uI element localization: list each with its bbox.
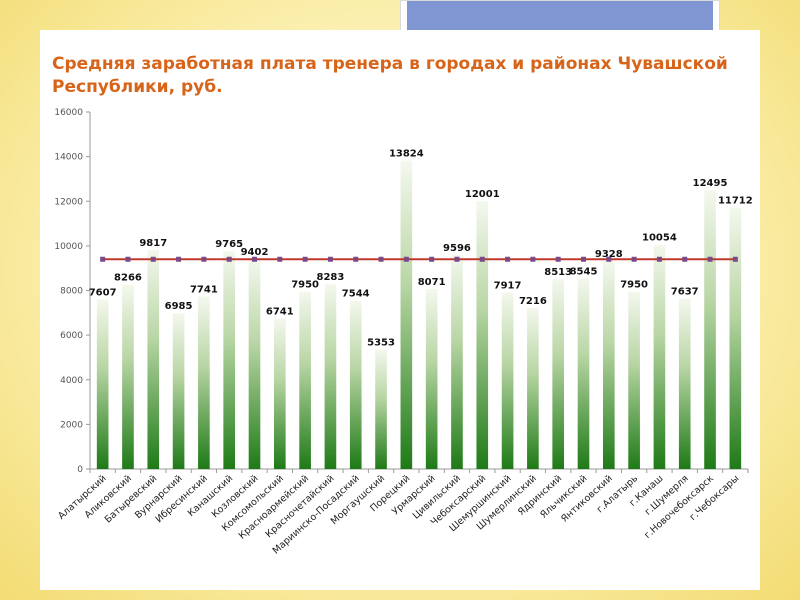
data-label: 7216 xyxy=(519,296,547,307)
data-label: 6985 xyxy=(165,301,193,312)
bar xyxy=(400,160,413,469)
average-marker xyxy=(403,256,409,262)
data-label: 9817 xyxy=(139,238,167,249)
data-label: 9765 xyxy=(215,239,243,250)
data-label: 8071 xyxy=(418,277,446,288)
average-marker xyxy=(226,256,232,262)
data-label: 12001 xyxy=(465,189,500,200)
data-label: 12495 xyxy=(693,178,728,189)
data-label: 7741 xyxy=(190,284,218,295)
bar xyxy=(349,300,362,469)
average-marker xyxy=(606,256,612,262)
bar xyxy=(476,201,489,469)
data-label: 8266 xyxy=(114,273,142,284)
bar xyxy=(577,278,590,469)
bar xyxy=(122,284,134,469)
bar xyxy=(198,296,210,469)
data-label: 11712 xyxy=(718,196,753,207)
bar xyxy=(451,254,463,469)
bar xyxy=(729,207,742,469)
bar xyxy=(248,259,261,469)
bar xyxy=(527,307,539,469)
data-label: 10054 xyxy=(642,233,677,244)
y-tick-label: 12000 xyxy=(54,197,83,207)
average-marker xyxy=(277,256,283,262)
bar xyxy=(223,251,236,469)
average-marker xyxy=(682,256,688,262)
average-marker xyxy=(707,256,713,262)
data-label: 7637 xyxy=(671,287,699,298)
category-labels: АлатырскийАликовскийБатыревскийВурнарски… xyxy=(56,473,741,557)
average-line-group xyxy=(100,256,738,262)
average-marker xyxy=(505,256,511,262)
y-tick-label: 2000 xyxy=(60,420,83,430)
data-label: 7544 xyxy=(342,289,370,300)
y-tick-label: 4000 xyxy=(60,376,83,386)
average-marker xyxy=(656,256,662,262)
y-tick-label: 10000 xyxy=(54,242,83,252)
bars xyxy=(96,160,742,469)
average-marker xyxy=(530,256,536,262)
average-marker xyxy=(100,256,106,262)
bar-chart: 0 2000 4000 6000 8000 10000 12000 14000 16000 76… xyxy=(54,108,753,557)
bar xyxy=(299,291,311,469)
data-label: 6741 xyxy=(266,307,294,318)
bar xyxy=(273,318,286,469)
average-marker xyxy=(150,256,156,262)
average-marker xyxy=(479,256,485,262)
bar xyxy=(96,299,109,469)
average-marker xyxy=(353,256,359,262)
average-marker xyxy=(732,256,738,262)
bar xyxy=(375,349,387,469)
data-label: 8513 xyxy=(544,267,572,278)
bar xyxy=(602,260,615,469)
average-marker xyxy=(631,256,637,262)
data-label: 9596 xyxy=(443,243,471,254)
bar xyxy=(704,190,716,469)
bar xyxy=(172,313,185,469)
data-label: 8283 xyxy=(317,272,345,283)
y-tick-label: 14000 xyxy=(54,153,83,163)
y-tick-label: 8000 xyxy=(60,287,83,297)
y-tick-label: 0 xyxy=(77,465,83,475)
average-marker xyxy=(302,256,308,262)
average-marker xyxy=(378,256,384,262)
data-label: 8545 xyxy=(570,266,598,277)
data-label: 7607 xyxy=(89,287,117,298)
data-label: 7950 xyxy=(291,280,319,291)
chart-card xyxy=(40,30,760,590)
bar xyxy=(501,292,514,469)
data-label: 5353 xyxy=(367,338,395,349)
bar xyxy=(425,288,438,469)
average-marker xyxy=(125,256,131,262)
data-label: 9402 xyxy=(241,247,269,258)
data-labels: 7607826698176985774197659402674179508283… xyxy=(89,149,753,349)
bar xyxy=(628,291,640,469)
average-marker xyxy=(429,256,435,262)
bar xyxy=(678,298,691,469)
average-marker xyxy=(454,256,460,262)
average-marker xyxy=(327,256,333,262)
data-label: 13824 xyxy=(389,149,424,160)
average-marker xyxy=(201,256,207,262)
y-tick-label: 16000 xyxy=(54,108,83,118)
average-marker xyxy=(176,256,182,262)
data-label: 7950 xyxy=(620,280,648,291)
bar xyxy=(147,249,160,469)
bar xyxy=(552,279,565,469)
average-marker xyxy=(581,256,586,262)
data-label: 9328 xyxy=(595,249,623,260)
average-marker xyxy=(252,256,257,262)
chart-title: Средняя заработная плата тренера в город… xyxy=(52,54,728,97)
data-label: 7917 xyxy=(494,280,522,291)
bar xyxy=(324,284,337,469)
average-marker xyxy=(555,256,561,262)
bar xyxy=(653,244,666,469)
y-tick-label: 6000 xyxy=(60,331,83,341)
